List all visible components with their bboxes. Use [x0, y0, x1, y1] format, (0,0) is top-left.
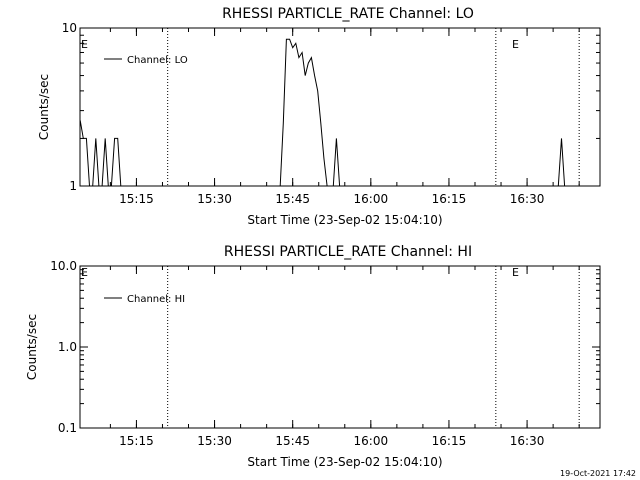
y-tick-label: 10: [62, 21, 77, 35]
event-marker-hi-2: E: [512, 266, 519, 279]
y-tick-label: 1: [69, 179, 77, 193]
x-axis-label-hi: Start Time (23-Sep-02 15:04:10): [247, 455, 442, 469]
x-tick-label: 16:30: [510, 192, 545, 206]
y-tick-label: 10.0: [50, 259, 77, 273]
axis-ticks-hi: 15:15 15:30 15:45 16:00 16:15 16:30 0.1 1.0 10.0: [50, 259, 600, 448]
y-axis-label-lo: Counts/sec: [37, 74, 51, 140]
chart-title-hi: RHESSI PARTICLE_RATE Channel: HI: [224, 244, 472, 260]
legend-label-hi: Channel: HI: [127, 294, 185, 305]
x-tick-label: 15:30: [197, 434, 232, 448]
chart-panel-hi: RHESSI PARTICLE_RATE Channel: HI Counts/…: [25, 244, 601, 469]
series-lo: [79, 38, 566, 187]
legend-label-lo: Channel: LO: [127, 55, 188, 66]
plot-frame-lo: [79, 27, 601, 187]
axis-ticks-lo: 15:15 15:30 15:45 16:00 16:15 16:30 1 10: [62, 21, 600, 206]
vertical-markers-lo: [167, 28, 580, 186]
footer-timestamp: 19-Oct-2021 17:42: [560, 469, 636, 478]
x-tick-label: 15:15: [119, 192, 154, 206]
chart-panel-lo: RHESSI PARTICLE_RATE Channel: LO Counts/…: [37, 6, 601, 227]
y-tick-label: 0.1: [58, 421, 77, 435]
x-tick-label: 15:45: [275, 192, 310, 206]
x-tick-label: 16:15: [432, 192, 467, 206]
event-marker-lo-2: E: [512, 38, 519, 51]
plot-frame-hi: [79, 265, 601, 429]
x-tick-label: 15:45: [275, 434, 310, 448]
x-tick-label: 16:00: [354, 434, 389, 448]
series-line: [79, 38, 566, 187]
x-tick-label: 16:30: [510, 434, 545, 448]
y-tick-label: 1.0: [58, 340, 77, 354]
x-tick-label: 16:15: [432, 434, 467, 448]
x-tick-label: 15:30: [197, 192, 232, 206]
chart-title-lo: RHESSI PARTICLE_RATE Channel: LO: [222, 6, 474, 22]
event-marker-hi-1: E: [81, 266, 88, 279]
x-tick-label: 15:15: [119, 434, 154, 448]
y-axis-label-hi: Counts/sec: [25, 314, 39, 380]
x-axis-label-lo: Start Time (23-Sep-02 15:04:10): [247, 213, 442, 227]
x-tick-label: 16:00: [354, 192, 389, 206]
event-marker-lo-1: E: [81, 38, 88, 51]
vertical-markers-hi: [167, 266, 580, 428]
